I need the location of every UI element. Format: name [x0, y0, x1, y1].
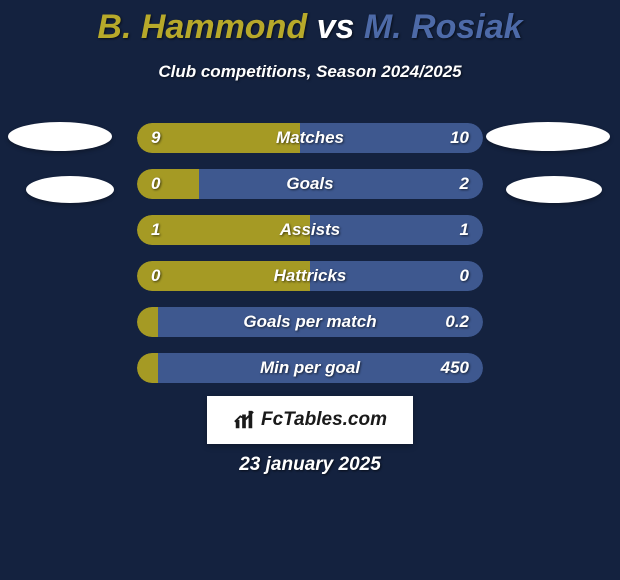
stat-label: Assists	[137, 215, 483, 245]
stat-label: Goals per match	[137, 307, 483, 337]
vs-label: vs	[317, 8, 355, 46]
page-title: B. Hammond vs M. Rosiak	[0, 8, 620, 47]
team-logo-oval	[486, 122, 610, 151]
stat-row: 450Min per goal	[137, 353, 483, 383]
chart-icon	[233, 409, 255, 431]
stat-row: 910Matches	[137, 123, 483, 153]
team-logo-oval	[26, 176, 114, 203]
player1-name: B. Hammond	[97, 8, 307, 46]
player2-name: M. Rosiak	[364, 8, 523, 46]
stat-row: 0.2Goals per match	[137, 307, 483, 337]
team-logo-oval	[8, 122, 112, 151]
stat-row: 00Hattricks	[137, 261, 483, 291]
subtitle: Club competitions, Season 2024/2025	[0, 62, 620, 82]
comparison-card: B. Hammond vs M. Rosiak Club competition…	[0, 0, 620, 580]
team-logo-oval	[506, 176, 602, 203]
stat-label: Hattricks	[137, 261, 483, 291]
stat-bars: 910Matches 02Goals 11Assists 00Hattricks 0.2…	[137, 123, 483, 399]
watermark-text: FcTables.com	[261, 409, 387, 431]
watermark: FcTables.com	[207, 396, 413, 444]
stat-label: Matches	[137, 123, 483, 153]
stat-row: 02Goals	[137, 169, 483, 199]
stat-label: Min per goal	[137, 353, 483, 383]
stat-row: 11Assists	[137, 215, 483, 245]
stat-label: Goals	[137, 169, 483, 199]
date-label: 23 january 2025	[0, 454, 620, 476]
